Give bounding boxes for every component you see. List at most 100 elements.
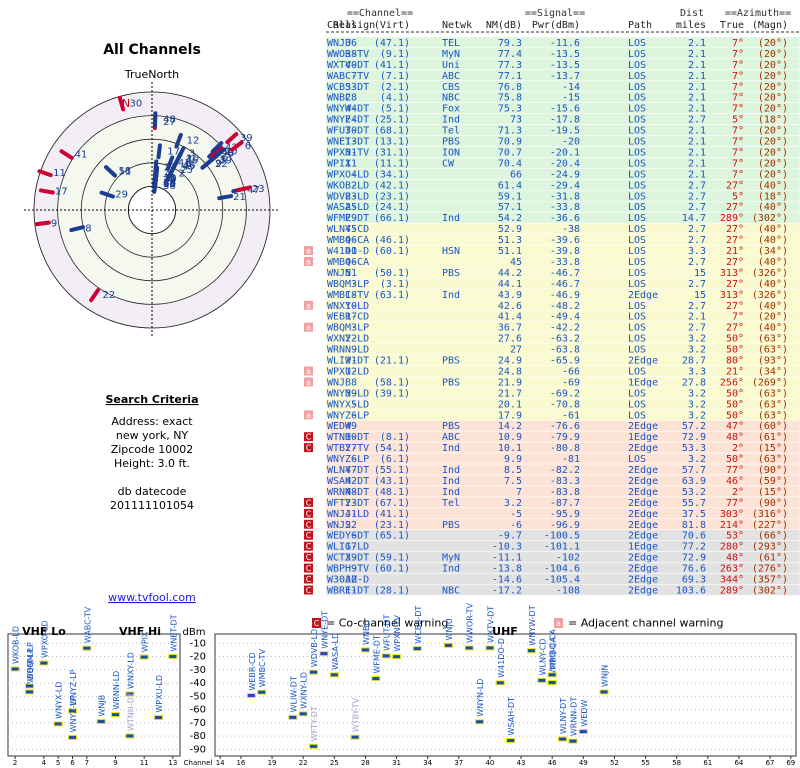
table-cell: 37.5 [682,509,706,520]
table-row-bg [325,584,800,596]
table-cell: 42 [345,476,357,487]
table-cell: -63.8 [550,345,580,356]
signal-label: WNJU [445,618,454,640]
signal-mark [298,711,308,717]
table-cell: 50° [726,345,744,356]
polar-label: 6 [228,148,234,159]
legend-icon-bg [312,618,321,628]
signal-label: WNYW-DT [528,605,537,645]
table-cell: (302°) [752,213,788,224]
table-cell: 29 [345,213,357,224]
column-header: Pwr(dBm) [532,20,580,31]
x-tick-label: 34 [423,759,432,767]
criteria-line: Address: exact [111,415,193,428]
table-cell: NBC [442,93,460,104]
signal-mark [526,648,536,654]
table-cell: WLIW-DT [327,356,369,367]
table-cell: -69.2 [550,388,580,399]
polar-label: 51 [119,166,132,177]
site-link[interactable]: www.tvfool.com [108,591,196,604]
table-cell: (20°) [758,158,788,169]
signal-label: WMBQ-CA [549,636,558,677]
table-cell: 13 [345,137,357,148]
signal-mark [381,653,391,659]
table-cell: 27° [726,224,744,235]
legend-icon-bg [554,618,563,628]
polar-label: 46 [183,160,196,171]
table-cell: 2Edge [628,585,658,596]
polar-label: 4 [164,169,170,180]
table-cell: (269°) [752,377,788,388]
table-cell: 10 [345,432,357,443]
table-cell: 44 [345,104,357,115]
signal-label: WNJN [601,665,610,687]
table-cell: 2.1 [688,93,706,104]
table-cell: WFME-DT [327,213,369,224]
table-cell: WNYX-LD [327,399,369,410]
table-cell: 2Edge [628,356,658,367]
table-cell: 280° [720,542,744,553]
signal-mark [371,676,381,682]
table-cell: 77.4 [498,49,522,60]
signal-label: WXTV-DT [486,606,495,643]
table-cell: 76.6 [682,564,706,575]
table-cell: (63°) [758,388,788,399]
table-cell: -19.5 [550,126,580,137]
table-cell: ION [442,147,460,158]
warning-icon-bg [304,377,313,387]
north-label: TrueNorth [124,68,179,81]
signal-mark [506,737,516,743]
table-cell: WRNN-LD [327,345,369,356]
table-cell: (18°) [758,115,788,126]
table-cell: 27° [726,202,744,213]
table-cell: -65.9 [550,356,580,367]
warning-icon: C [306,520,312,529]
legend-icon: a [556,619,561,628]
table-cell: (9.1) [380,49,410,60]
table-cell: 9 [351,345,357,356]
table-cell: WLIG-LD [327,542,369,553]
table-cell: 303° [720,509,744,520]
table-cell: 75.3 [498,104,522,115]
polar-spoke [153,159,159,176]
table-cell: (25.1) [374,115,410,126]
warning-icon-bg [304,574,313,584]
table-cell: LOS [628,345,646,356]
x-tick-label: 58 [672,759,681,767]
table-cell: (20°) [758,126,788,137]
warning-icon: C [306,564,312,573]
table-cell: -11.6 [550,38,580,49]
warning-icon: C [306,433,312,442]
table-cell: MyN [442,49,460,60]
signal-label: WNBC [362,620,371,645]
polar-label: 36 [163,181,176,192]
table-cell: -95.9 [550,509,580,520]
legend-text: = Co-channel warning [326,617,448,630]
table-cell: PBS [442,137,460,148]
y-tick-label: -70 [190,718,206,729]
table-cell: LOS [628,301,646,312]
signal-label: WNXY-LD [126,652,135,689]
signal-mark [475,719,485,725]
polar-spoke [104,165,117,178]
table-cell: (40°) [758,202,788,213]
signal-label: WNYZ-LP [69,696,78,732]
polar-label: 41 [75,150,88,161]
signal-mark [154,715,163,721]
x-tick-label: 64 [734,759,743,767]
table-cell: WASA-LD [327,202,369,213]
table-cell: WXNY-LD [327,334,369,345]
table-cell: LOS [628,323,646,334]
table-cell: LOS [628,104,646,115]
table-cell: 57.1 [498,202,522,213]
table-cell: (47.1) [374,38,410,49]
table-cell: (20°) [758,82,788,93]
polar-label: 22 [103,290,116,301]
table-cell: (63.1) [374,290,410,301]
table-cell: (8.1) [380,432,410,443]
table-cell: 21° [726,246,744,257]
table-cell: WSAH-DT [327,476,369,487]
y-tick-label: -10 [190,638,206,649]
table-cell: 2.1 [688,38,706,49]
